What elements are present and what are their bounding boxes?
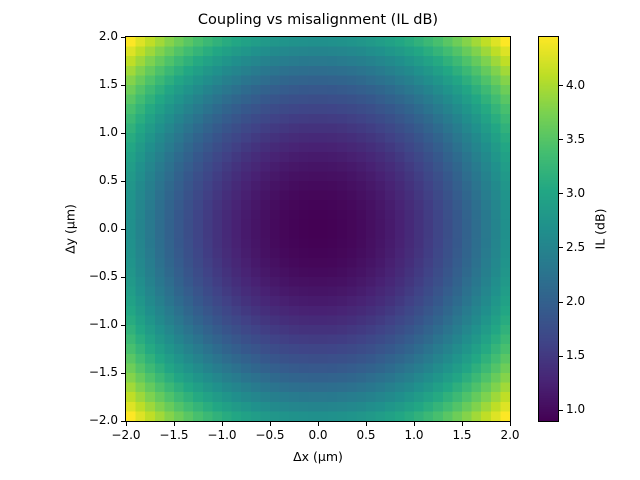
y-tick-mark (121, 180, 126, 182)
colorbar (539, 37, 558, 421)
y-tick-mark (121, 324, 126, 326)
colorbar-tick-mark (558, 139, 563, 141)
chart-title: Coupling vs misalignment (IL dB) (197, 12, 439, 28)
y-tick-label: −1.5 (88, 365, 118, 379)
x-tick-mark (317, 421, 319, 426)
x-tick-label: −1.0 (207, 428, 237, 442)
colorbar-tick-mark (558, 301, 563, 303)
colorbar-tick-label: 2.0 (566, 294, 586, 308)
y-tick-label: −2.0 (88, 413, 118, 427)
y-tick-label: −1.0 (88, 317, 118, 331)
y-tick-mark (121, 228, 126, 230)
x-tick-mark (173, 421, 175, 426)
colorbar-tick-mark (558, 247, 563, 249)
x-tick-mark (365, 421, 367, 426)
y-tick-mark (121, 132, 126, 134)
colorbar-tick-mark (558, 193, 563, 195)
x-tick-label: 2.0 (500, 428, 520, 442)
x-tick-label: −0.5 (255, 428, 285, 442)
x-tick-mark (509, 421, 511, 426)
y-tick-label: 1.0 (98, 125, 118, 139)
y-tick-mark (121, 36, 126, 38)
y-tick-label: 0.0 (98, 221, 118, 235)
colorbar-tick-label: 1.5 (566, 348, 586, 363)
x-tick-mark (221, 421, 223, 426)
x-tick-label: 0.5 (356, 428, 376, 442)
x-tick-mark (413, 421, 415, 426)
colorbar-tick-mark (558, 355, 563, 357)
x-tick-label: −2.0 (111, 428, 141, 442)
y-axis-label: Δy (μm) (62, 204, 78, 254)
colorbar-tick-label: 1.0 (566, 402, 586, 417)
x-tick-mark (461, 421, 463, 426)
x-tick-label: 0.0 (308, 428, 328, 442)
y-tick-label: 2.0 (98, 29, 118, 43)
y-tick-mark (121, 276, 126, 278)
x-tick-mark (125, 421, 127, 426)
colorbar-label: IL (dB) (592, 208, 608, 250)
colorbar-tick-label: 2.5 (566, 239, 586, 254)
colorbar-tick-label: 3.0 (566, 185, 586, 200)
colorbar-tick-label: 4.0 (566, 77, 586, 92)
x-tick-mark (269, 421, 271, 426)
y-tick-mark (121, 420, 126, 422)
colorbar-tick-label: 3.5 (566, 131, 586, 146)
y-tick-mark (121, 372, 126, 374)
x-axis-label: Δx (μm) (293, 449, 343, 464)
y-tick-label: 1.5 (98, 77, 118, 91)
colorbar-gradient (539, 37, 558, 421)
colorbar-tick-mark (558, 85, 563, 87)
y-tick-label: 0.5 (98, 173, 118, 187)
x-tick-label: 1.5 (452, 428, 472, 442)
y-tick-label: −0.5 (88, 269, 118, 283)
heatmap-plot-area (126, 37, 510, 421)
x-tick-label: −1.5 (159, 428, 189, 442)
x-tick-label: 1.0 (404, 428, 424, 442)
heatmap-image (126, 37, 510, 421)
y-tick-mark (121, 84, 126, 86)
colorbar-tick-mark (558, 409, 563, 411)
